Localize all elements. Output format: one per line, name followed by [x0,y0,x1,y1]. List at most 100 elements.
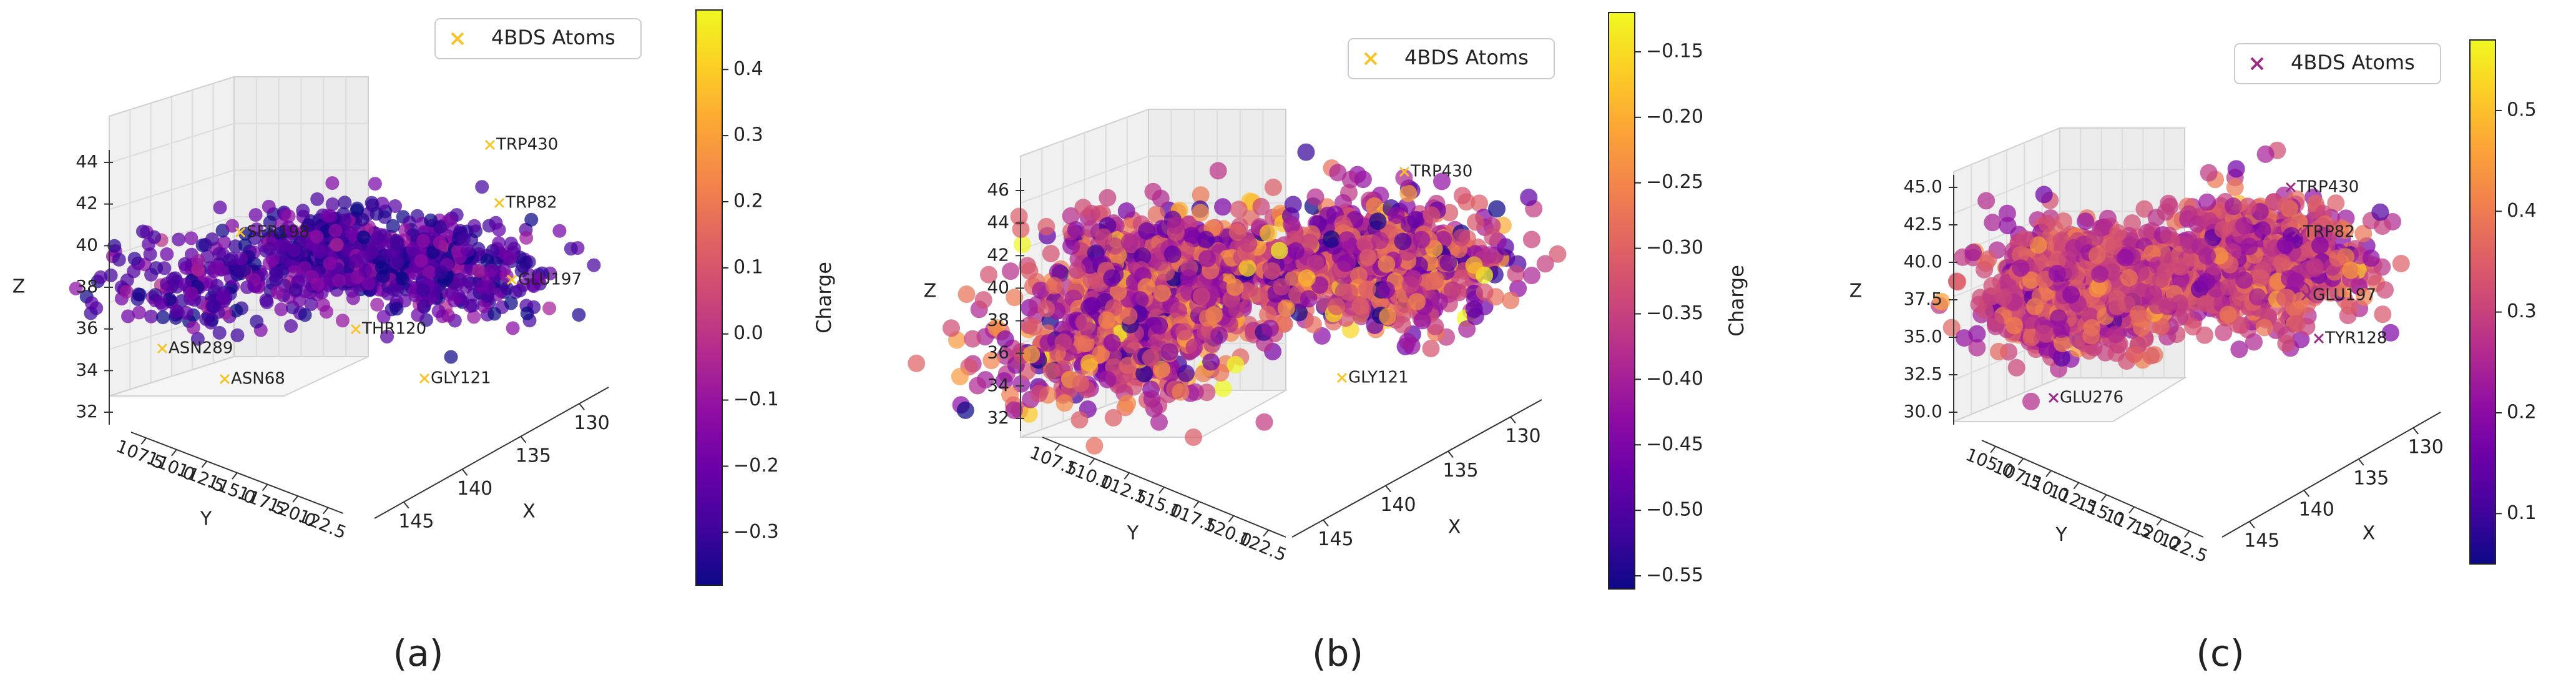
data-point [136,224,150,239]
residue-annotation: TRP82 [505,194,557,212]
data-point [552,224,567,238]
z-tick-label: 32 [76,401,98,422]
data-point [467,310,481,324]
data-point [951,368,969,385]
data-point [154,295,168,310]
x-tick-label: 135 [516,445,551,467]
data-point [1452,229,1471,247]
data-point [1263,262,1281,280]
x-tick [520,436,527,443]
data-point [2288,315,2306,332]
data-point [358,263,372,277]
data-point [1230,200,1248,219]
x-tick [1323,519,1329,527]
data-point [2239,197,2257,215]
data-point [1170,302,1188,320]
x-tick-label: 130 [2408,437,2444,458]
data-point [1379,307,1397,325]
x-axis-line [2221,412,2441,538]
data-point [376,310,391,324]
y-tick [140,437,147,445]
data-point [1172,383,1190,401]
residue-annotation: ASN68 [231,370,285,388]
data-point [1177,364,1195,382]
data-point [2088,246,2106,264]
data-point [1471,194,1489,212]
data-point [1349,267,1368,284]
data-point [1025,318,1042,336]
colorbar-tick-label: 0.4 [2507,200,2537,222]
data-point [179,260,193,275]
data-point [542,301,557,315]
data-point [1042,245,1060,262]
data-point [1022,345,1041,363]
data-point [281,220,295,234]
data-point [160,247,174,261]
data-point [1522,267,1540,285]
x-tick [461,468,468,476]
data-point [370,297,384,312]
data-point [94,270,108,284]
data-point [380,329,394,344]
data-point [1311,276,1329,294]
data-point [248,208,263,222]
colorbar-tick-label: 0.1 [2507,502,2537,524]
data-point [120,273,134,287]
z-tick-label: 42.5 [1904,214,1942,234]
data-point [395,272,409,286]
x-tick-label: 145 [398,510,434,532]
data-point [466,299,480,313]
data-point [282,209,296,224]
data-point [1010,207,1028,225]
data-point [414,254,428,268]
data-point [1185,428,1203,447]
data-point [2215,324,2233,342]
z-tick-label: 44 [76,151,98,172]
x-tick [1385,485,1391,493]
data-point [2251,269,2270,287]
data-point [456,232,471,246]
data-point [475,180,489,194]
data-point [943,319,960,337]
y-tick [2156,518,2163,526]
data-point [127,252,142,266]
data-point [2235,217,2253,235]
legend-box [2234,43,2441,84]
data-point [386,219,400,233]
data-point [1977,192,1996,210]
data-point [1453,187,1471,205]
data-point [487,307,502,321]
data-point [444,350,458,364]
data-point [1157,264,1175,281]
data-point [1055,394,1074,412]
data-point [1030,385,1048,403]
residue-annotation: ASN289 [169,339,233,358]
scatter-cloud [1931,141,2410,410]
y-tick [1263,529,1269,537]
data-point [482,280,496,294]
data-point [1020,405,1038,423]
data-point [1120,233,1139,251]
data-point [2031,287,2049,305]
colorbar-tick-label: 0.0 [733,322,763,344]
colorbar-tick-label: 0.3 [733,124,763,146]
atom-marker [219,373,230,385]
data-point [389,302,404,316]
data-point [1365,197,1383,215]
y-axis-line [1981,440,2204,538]
x-tick-label: 130 [574,412,609,434]
data-point [335,314,350,328]
panel-label: (a) [393,632,444,675]
data-point [305,270,319,284]
data-point [287,244,301,257]
data-point [2276,289,2294,307]
data-point [1964,244,1982,262]
scatter-cloud [69,176,601,364]
scatter-cloud [908,143,1567,455]
data-point [1167,216,1185,234]
data-point [957,285,976,304]
data-point [1549,245,1567,263]
data-point [275,265,289,279]
data-point [2107,325,2125,344]
panel-label: (c) [2196,632,2244,675]
